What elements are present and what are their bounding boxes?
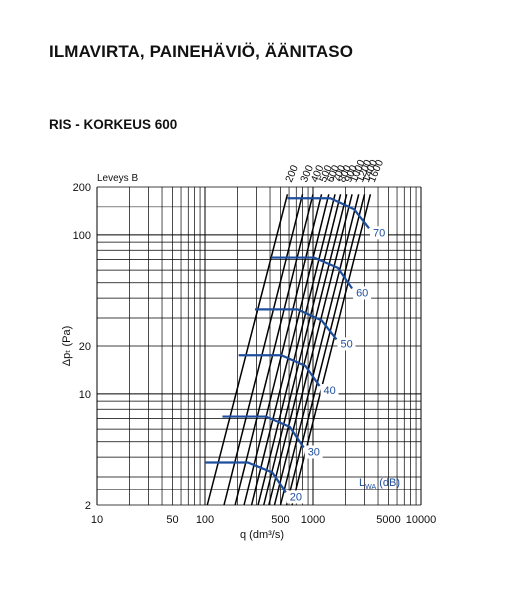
width-lines [206,194,372,506]
width-legend-title: Leveys B [97,173,138,184]
sound-line-40 [238,354,321,387]
y-axis-label: Δpₜ (Pa) [61,326,73,367]
sound-label-bg [337,337,356,351]
width-line-800 [263,194,342,506]
sound-label-bg [304,445,323,459]
width-line-1400 [285,194,366,506]
sound-line-30 [222,415,305,449]
x-tick-label: 5000 [376,514,400,526]
x-tick-label: 50 [166,514,178,526]
sound-label-bg [369,226,388,240]
y-tick-label: 10 [79,389,91,401]
width-line-1000 [273,194,353,506]
sound-label: 40 [324,385,336,397]
sound-line-20 [205,461,287,494]
sound-line-60 [271,256,353,290]
width-line-1600 [291,194,372,506]
y-tick-label: 20 [79,341,91,353]
x-tick-label: 10000 [406,514,437,526]
width-line-200 [206,194,289,506]
width-line-500 [243,194,323,506]
width-line-700 [257,194,336,506]
sound-label: 30 [308,446,320,458]
width-line-1200 [279,194,360,506]
section-title: RIS - KORKEUS 600 [49,117,178,132]
sound-legend-title: LWA (dB) [359,477,400,491]
x-tick-label: 1000 [301,514,325,526]
x-tick-label: 10 [91,514,103,526]
sound-label: 50 [340,338,352,350]
sound-label: 70 [373,227,385,239]
sound-label: 60 [356,287,368,299]
width-line-600 [250,194,330,506]
y-tick-label: 100 [73,230,91,242]
x-axis-label: q (dm³/s) [240,529,284,541]
width-line-400 [234,194,314,506]
sound-label-bg [286,490,305,504]
sound-label-bg [353,286,372,300]
sound-label: 20 [290,491,302,503]
y-tick-label: 200 [73,182,91,194]
width-label: 200 [283,163,301,184]
sound-line-70 [287,197,370,229]
y-tick-label: 2 [85,500,91,512]
sound-level-lines [205,197,370,494]
width-line-300 [223,194,304,506]
page-title: ILMAVIRTA, PAINEHÄVIÖ, ÄÄNITASO [49,42,354,61]
x-tick-label: 500 [271,514,289,526]
sound-label-bg [320,384,339,398]
sound-line-50 [254,308,338,341]
x-tick-label: 100 [196,514,214,526]
width-line-900 [268,194,348,506]
